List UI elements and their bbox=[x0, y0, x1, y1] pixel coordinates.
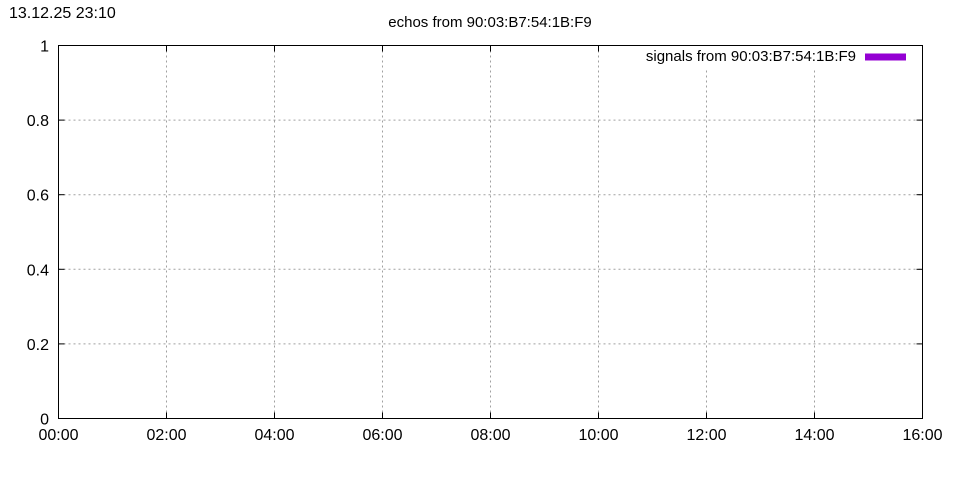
grid bbox=[58, 45, 923, 419]
y-tick-label: 0.4 bbox=[27, 262, 49, 279]
x-tick-label: 10:00 bbox=[578, 427, 618, 444]
y-tick-label: 0.2 bbox=[27, 337, 49, 354]
x-tick-label: 06:00 bbox=[362, 427, 402, 444]
y-tick-label: 0.8 bbox=[27, 113, 49, 130]
ticks: 00:00 02:00 04:00 06:00 08:00 10:00 12:00 14:00… bbox=[27, 39, 943, 445]
y-tick-label: 0 bbox=[40, 412, 49, 429]
legend-background bbox=[625, 46, 915, 68]
chart-title: echos from 90:03:B7:54:1B:F9 bbox=[388, 14, 591, 31]
legend-label: signals from 90:03:B7:54:1B:F9 bbox=[646, 48, 856, 65]
plot-border bbox=[58, 45, 923, 419]
y-tick-label: 1 bbox=[40, 39, 49, 56]
x-tick-label: 08:00 bbox=[470, 427, 510, 444]
legend: signals from 90:03:B7:54:1B:F9 bbox=[625, 46, 915, 68]
x-tick-label: 14:00 bbox=[794, 427, 834, 444]
x-tick-label: 16:00 bbox=[902, 427, 942, 444]
y-tick-label: 0.6 bbox=[27, 188, 49, 205]
x-tick-label: 12:00 bbox=[686, 427, 726, 444]
timestamp: 13.12.25 23:10 bbox=[9, 5, 116, 22]
x-tick-label: 02:00 bbox=[146, 427, 186, 444]
x-tick-label: 04:00 bbox=[254, 427, 294, 444]
x-tick-label: 00:00 bbox=[38, 427, 78, 444]
